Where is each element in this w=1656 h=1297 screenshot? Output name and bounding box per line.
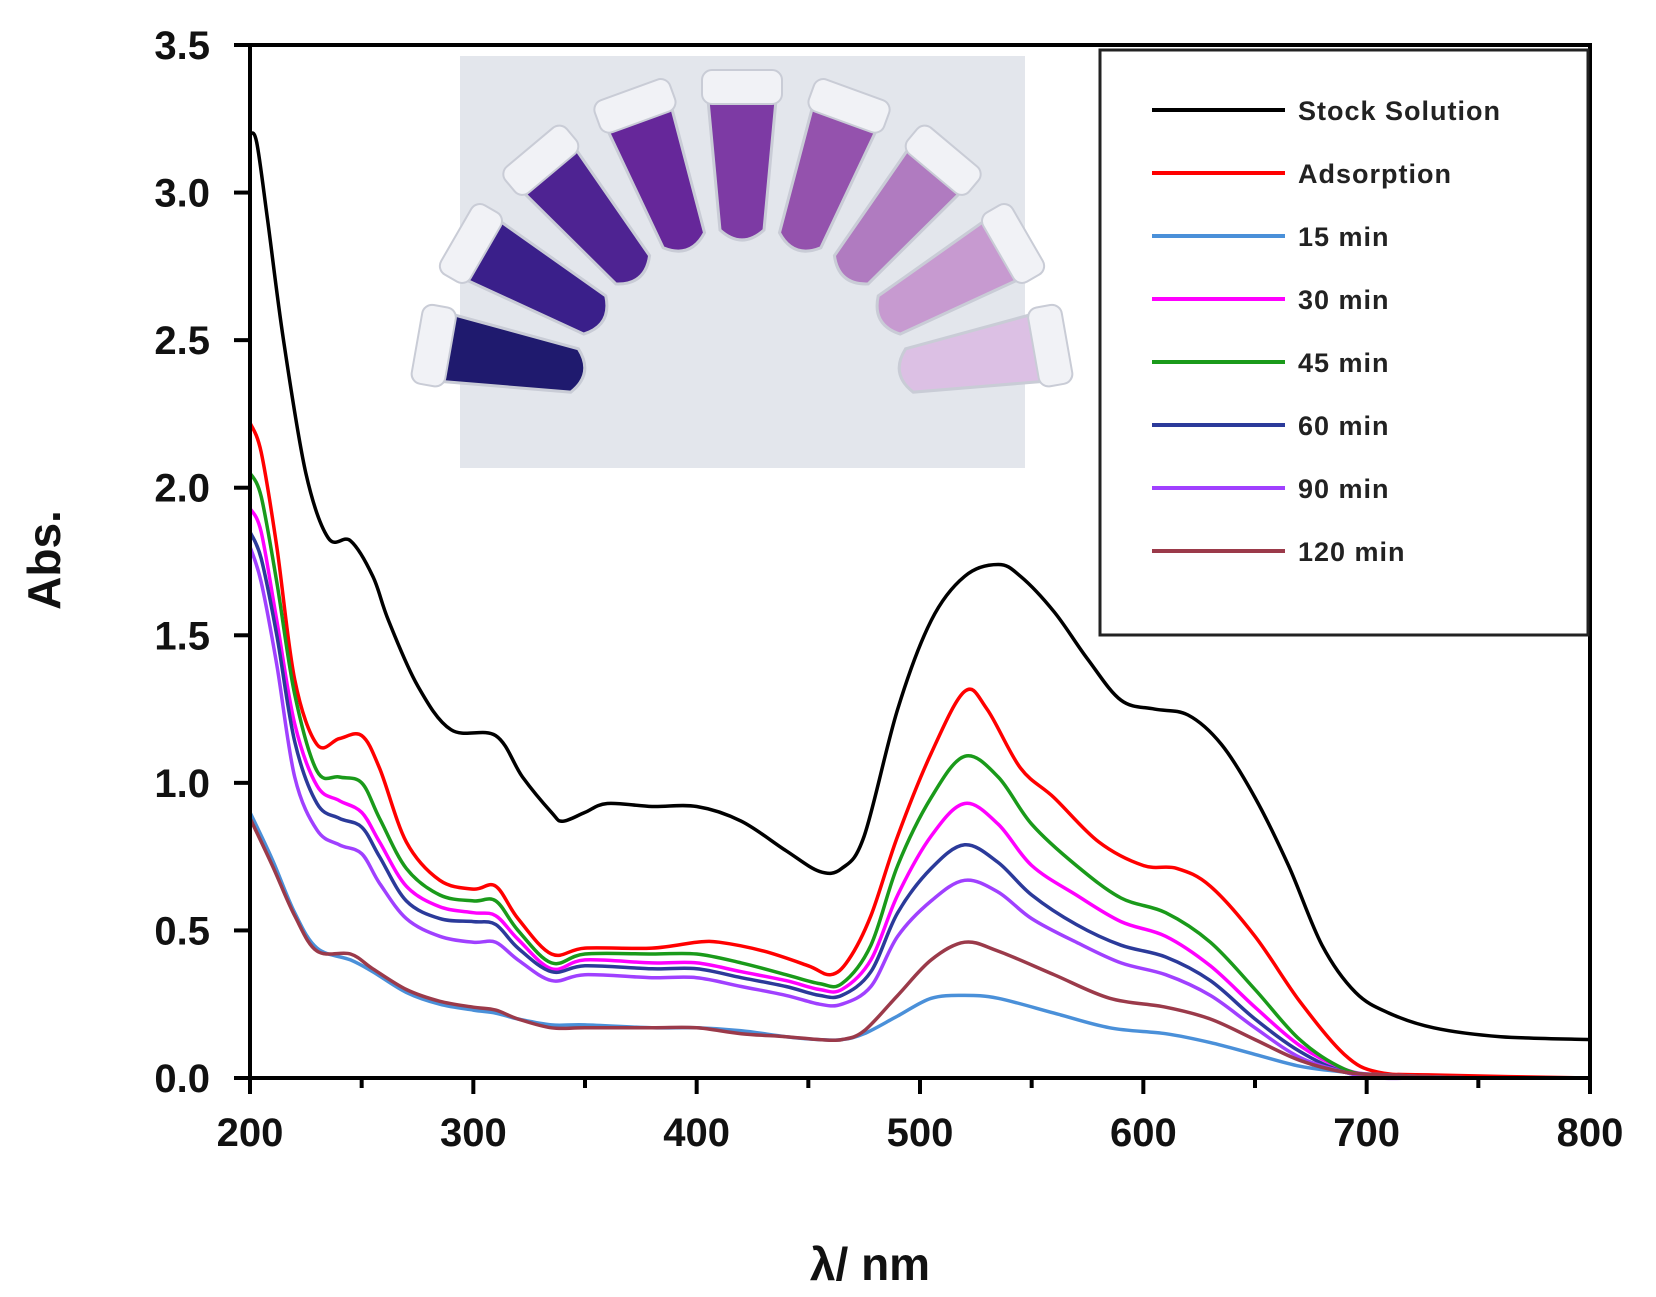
vial — [593, 78, 707, 253]
vial — [502, 124, 652, 286]
y-tick-label: 3.0 — [154, 172, 210, 216]
x-tick-label: 800 — [1557, 1111, 1624, 1155]
y-tick-label: 3.5 — [154, 24, 210, 68]
x-axis-title: λ/ nm — [810, 1238, 930, 1290]
x-tick-label: 400 — [663, 1111, 730, 1155]
legend-label: 120 min — [1298, 537, 1406, 567]
series-line-adsorption — [248, 421, 1592, 1080]
vial — [701, 69, 783, 242]
series-line-90-min — [248, 544, 1592, 1081]
x-tick-label: 200 — [217, 1111, 284, 1155]
legend-label: 30 min — [1298, 285, 1390, 315]
legend-label: Adsorption — [1298, 159, 1452, 189]
series-line-45-min — [248, 471, 1592, 1080]
x-axis: 200 300 400 500 600 700 800 — [217, 1078, 1624, 1155]
vial — [410, 303, 587, 394]
series-line-stock-solution — [248, 131, 1592, 1042]
series-line-120-min — [248, 816, 1592, 1080]
vial — [777, 78, 891, 253]
x-tick-label: 700 — [1333, 1111, 1400, 1155]
y-axis: 0.0 0.5 1.0 1.5 2.0 2.5 3.0 3.5 — [154, 24, 250, 1101]
y-tick-label: 0.0 — [154, 1057, 210, 1101]
y-tick-label: 0.5 — [154, 909, 210, 953]
vials-inset-photo — [410, 56, 1074, 468]
legend-label: 15 min — [1298, 222, 1390, 252]
x-tick-label: 300 — [440, 1111, 507, 1155]
legend-label: 45 min — [1298, 348, 1390, 378]
x-tick-label: 500 — [887, 1111, 954, 1155]
y-tick-label: 2.0 — [154, 467, 210, 511]
series-line-60-min — [248, 530, 1592, 1080]
vial — [875, 203, 1046, 336]
y-tick-label: 2.5 — [154, 319, 210, 363]
y-tick-label: 1.0 — [154, 762, 210, 806]
vial — [897, 303, 1074, 394]
legend-label: 60 min — [1298, 411, 1390, 441]
vial — [438, 203, 609, 336]
y-axis-title: Abs. — [18, 510, 70, 610]
y-tick-label: 1.5 — [154, 614, 210, 658]
legend-label: 90 min — [1298, 474, 1390, 504]
legend: Stock Solution Adsorption 15 min 30 min 45 m… — [1098, 48, 1590, 637]
x-tick-label: 600 — [1110, 1111, 1177, 1155]
series-layer — [248, 131, 1592, 1081]
vial — [832, 124, 982, 286]
series-line-30-min — [248, 506, 1592, 1080]
legend-label: Stock Solution — [1298, 96, 1501, 126]
